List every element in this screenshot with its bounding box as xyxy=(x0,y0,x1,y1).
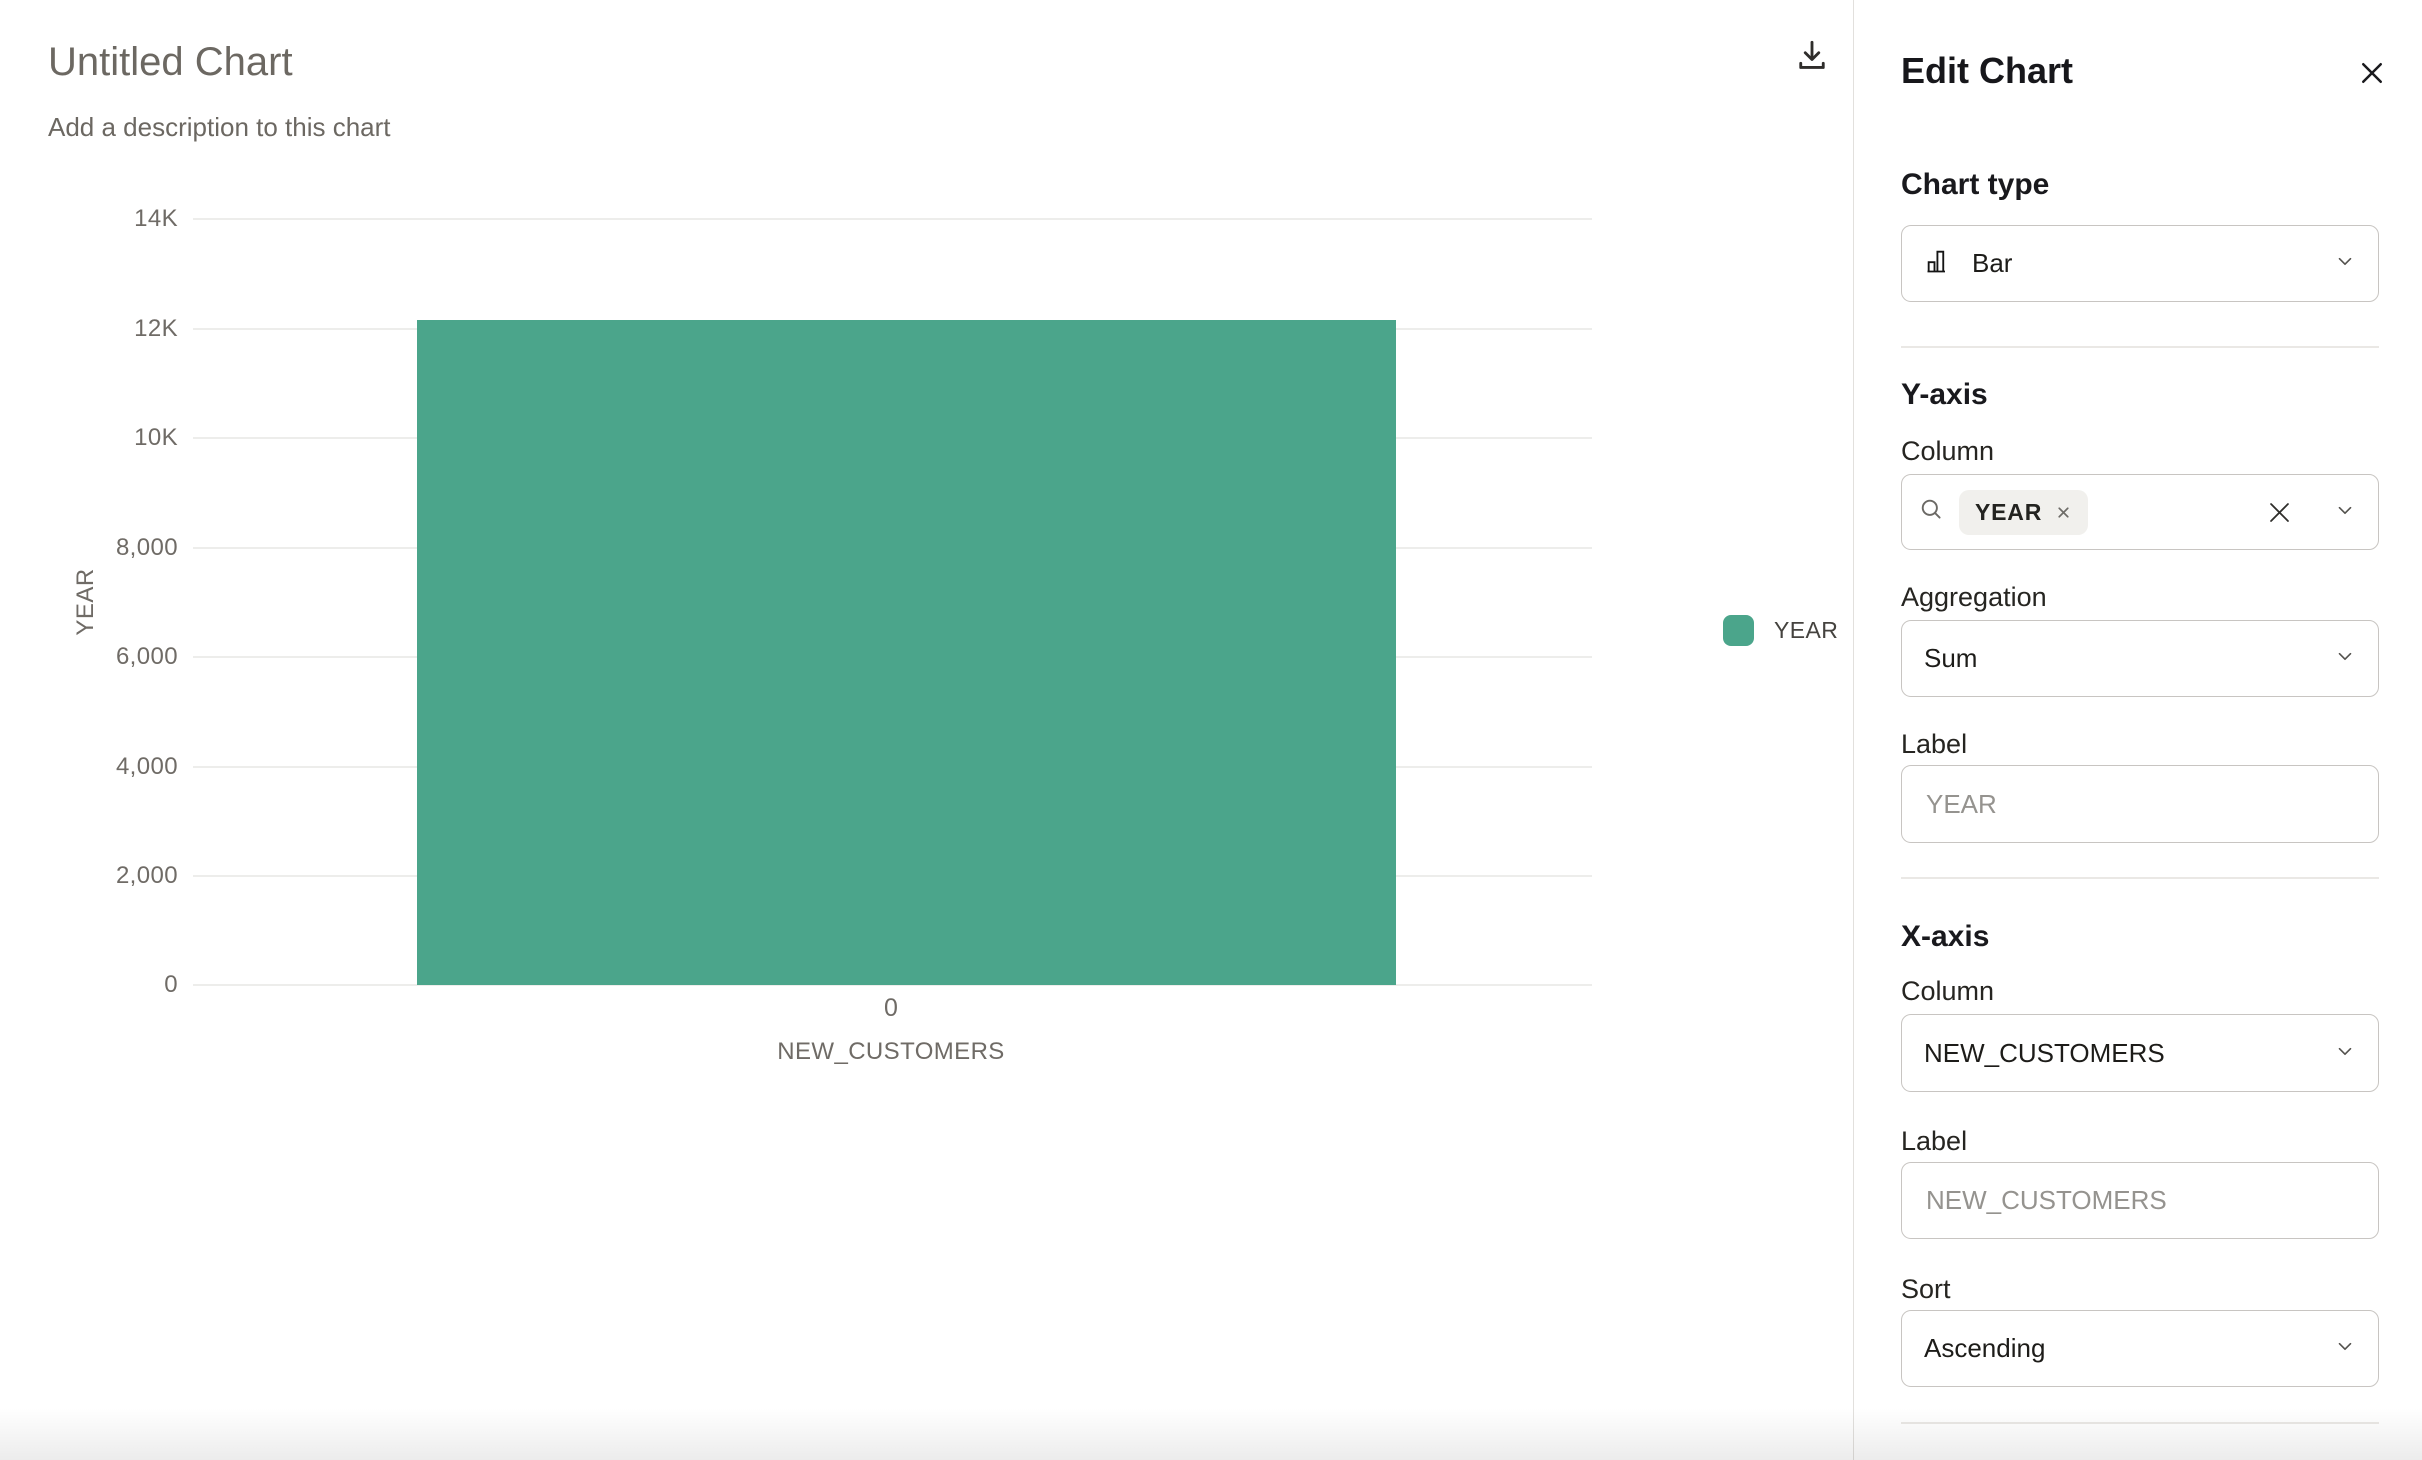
section-divider xyxy=(1901,1422,2379,1424)
aggregation-value: Sum xyxy=(1924,643,1978,673)
clear-selection-x-icon[interactable] xyxy=(2265,498,2294,527)
section-divider xyxy=(1901,877,2379,879)
x-column-label: Column xyxy=(1901,976,1995,1006)
y-axis-heading: Y-axis xyxy=(1901,378,1988,411)
chart-plot-area: 14K 12K 10K 8,000 6,000 4,000 2,000 0 YE… xyxy=(72,205,1838,1065)
edit-chart-panel: Edit Chart Chart type Bar Y-axis Col xyxy=(1853,0,2422,1460)
close-button[interactable] xyxy=(2350,52,2394,96)
y-column-multiselect[interactable]: YEAR xyxy=(1901,474,2379,550)
sort-select[interactable]: Ascending xyxy=(1901,1310,2379,1387)
y-axis-tick-label: 14K xyxy=(134,205,178,232)
y-axis-tick-label: 2,000 xyxy=(115,862,178,889)
y-column-label: Column xyxy=(1901,436,1995,466)
chevron-down-icon xyxy=(2334,1335,2356,1362)
close-icon xyxy=(2357,62,2387,91)
search-icon xyxy=(1918,496,1945,528)
chart-description-placeholder[interactable]: Add a description to this chart xyxy=(48,112,391,142)
chart-title[interactable]: Untitled Chart xyxy=(48,40,293,84)
gridline xyxy=(193,984,1592,986)
y-label-label: Label xyxy=(1901,729,1968,759)
gridline xyxy=(193,218,1592,220)
y-axis-tick-label: 8,000 xyxy=(115,534,178,561)
y-axis-tick-label: 0 xyxy=(164,971,178,998)
legend-swatch xyxy=(1723,615,1754,646)
chart-type-heading: Chart type xyxy=(1901,168,2050,201)
chip-remove-x-icon[interactable] xyxy=(2055,504,2072,521)
x-label-label: Label xyxy=(1901,1126,1968,1156)
chip-label: YEAR xyxy=(1975,498,2043,525)
x-axis-title: NEW_CUSTOMERS xyxy=(777,1038,1005,1065)
panel-title: Edit Chart xyxy=(1901,50,2074,91)
x-label-input[interactable] xyxy=(1901,1162,2379,1239)
chart-type-select[interactable]: Bar xyxy=(1901,225,2379,302)
selected-column-chip[interactable]: YEAR xyxy=(1959,489,2089,535)
section-divider xyxy=(1901,346,2379,348)
bar-chart-icon xyxy=(1924,247,1952,280)
aggregation-label: Aggregation xyxy=(1901,582,2047,612)
y-axis-tick-label: 10K xyxy=(134,424,178,451)
legend: YEAR xyxy=(1723,615,1838,646)
y-axis-tick-label: 4,000 xyxy=(115,753,178,780)
y-axis-title: YEAR xyxy=(72,568,99,636)
aggregation-select[interactable]: Sum xyxy=(1901,620,2379,697)
y-label-input[interactable] xyxy=(1901,765,2379,843)
sort-value: Ascending xyxy=(1924,1333,2046,1363)
chart-type-value: Bar xyxy=(1972,248,2013,278)
x-column-value: NEW_CUSTOMERS xyxy=(1924,1037,2165,1068)
y-axis-tick-label: 12K xyxy=(134,315,178,342)
y-axis-tick-label: 6,000 xyxy=(115,643,178,670)
download-icon xyxy=(1794,40,1830,76)
x-axis-heading: X-axis xyxy=(1901,920,1990,953)
sort-label: Sort xyxy=(1901,1274,1951,1304)
chevron-down-icon xyxy=(2334,645,2356,672)
chevron-down-icon xyxy=(2334,499,2356,526)
chevron-down-icon xyxy=(2334,250,2356,277)
chevron-down-icon xyxy=(2334,1040,2356,1067)
legend-label: YEAR xyxy=(1774,617,1839,643)
bar-series-year[interactable] xyxy=(417,320,1396,985)
x-column-select[interactable]: NEW_CUSTOMERS xyxy=(1901,1014,2379,1092)
x-axis-tick-label: 0 xyxy=(884,994,898,1022)
chart-preview-pane: Untitled Chart Add a description to this… xyxy=(48,30,1838,1065)
download-button[interactable] xyxy=(1786,30,1838,82)
